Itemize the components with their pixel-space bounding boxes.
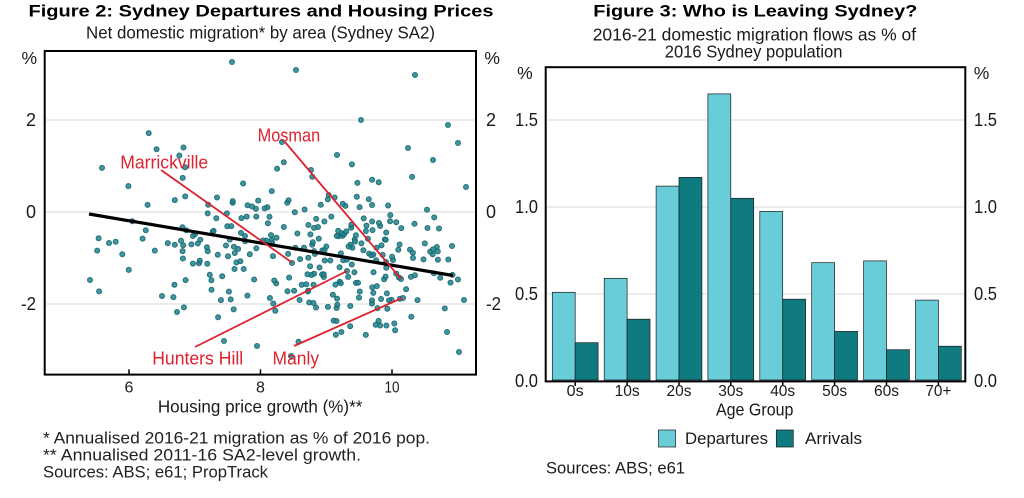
svg-text:-2: -2 (21, 294, 36, 314)
svg-text:8: 8 (256, 380, 265, 397)
svg-text:1.0: 1.0 (974, 197, 997, 217)
svg-text:2016 Sydney population: 2016 Sydney population (665, 41, 843, 61)
svg-text:* Annualised 2016-21 migration: * Annualised 2016-21 migration as % of 2… (43, 430, 430, 448)
svg-text:30s: 30s (718, 383, 743, 400)
svg-text:50s: 50s (822, 383, 847, 400)
svg-text:Hunters Hill: Hunters Hill (152, 348, 243, 369)
svg-text:0: 0 (26, 202, 36, 222)
svg-text:0.0: 0.0 (974, 371, 997, 391)
svg-text:Departures: Departures (685, 429, 768, 448)
svg-text:1.0: 1.0 (515, 197, 538, 217)
svg-text:Arrivals: Arrivals (805, 429, 862, 448)
svg-text:Housing price growth (%)**: Housing price growth (%)** (158, 397, 363, 417)
svg-text:0.5: 0.5 (974, 284, 997, 304)
svg-text:1.5: 1.5 (974, 110, 997, 130)
svg-text:%: % (517, 63, 533, 83)
svg-text:%: % (22, 48, 38, 68)
svg-text:Sources: ABS; e61; PropTrack: Sources: ABS; e61; PropTrack (43, 464, 269, 482)
svg-text:20s: 20s (667, 383, 692, 400)
svg-text:0: 0 (486, 202, 496, 222)
svg-text:60s: 60s (874, 383, 899, 400)
svg-text:2016-21 domestic migration flo: 2016-21 domestic migration flows as % of (593, 25, 917, 45)
svg-text:Figure 3: Who is Leaving Sydne: Figure 3: Who is Leaving Sydney? (593, 2, 917, 21)
svg-text:Manly: Manly (273, 348, 320, 369)
svg-text:2: 2 (26, 110, 36, 130)
svg-text:0.0: 0.0 (515, 371, 538, 391)
svg-text:Sources: ABS; e61: Sources: ABS; e61 (546, 459, 685, 478)
svg-text:2: 2 (486, 110, 496, 130)
svg-text:Mosman: Mosman (258, 125, 321, 146)
svg-text:%: % (484, 48, 500, 68)
svg-text:** Annualised 2011-16 SA2-leve: ** Annualised 2011-16 SA2-level growth. (43, 447, 361, 465)
svg-text:6: 6 (125, 380, 134, 397)
svg-text:%: % (974, 63, 990, 83)
svg-text:-2: -2 (486, 294, 501, 314)
svg-text:0s: 0s (567, 383, 584, 400)
svg-text:70+: 70+ (925, 383, 951, 400)
svg-text:40s: 40s (770, 383, 795, 400)
svg-text:Net domestic migration* by are: Net domestic migration* by area (Sydney … (86, 23, 435, 43)
svg-text:Age Group: Age Group (716, 400, 794, 420)
svg-text:Figure 2: Sydney Departures an: Figure 2: Sydney Departures and Housing … (29, 2, 494, 21)
svg-text:1.5: 1.5 (515, 110, 538, 130)
svg-text:0.5: 0.5 (515, 284, 538, 304)
svg-text:Marrickville: Marrickville (120, 152, 208, 173)
svg-text:10s: 10s (615, 383, 640, 400)
svg-text:10: 10 (385, 380, 400, 397)
